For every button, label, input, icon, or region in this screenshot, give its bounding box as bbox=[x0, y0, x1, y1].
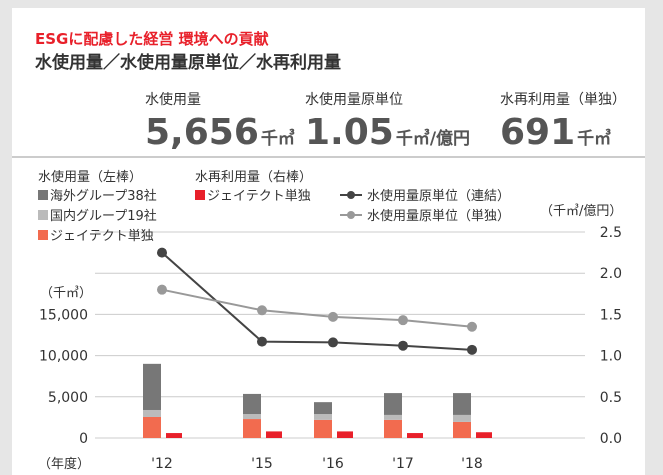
kpi-label: 水使用量 bbox=[145, 91, 201, 108]
kpi: 1.05 千㎥/億円 bbox=[305, 112, 470, 153]
bar-segment bbox=[384, 414, 402, 420]
x-axis-label: （年度） bbox=[38, 456, 90, 472]
bar-segment bbox=[384, 419, 402, 438]
y-tick-label: 0 bbox=[79, 431, 88, 447]
legend-marker bbox=[347, 191, 355, 199]
bar-segment bbox=[314, 414, 332, 420]
y2-tick-label: 1.0 bbox=[600, 349, 622, 365]
legend-label: 国内グループ19社 bbox=[50, 208, 157, 224]
kpi-label: 水再利用量（単独） bbox=[500, 92, 626, 108]
x-tick-label: '16 bbox=[322, 456, 344, 472]
line-point bbox=[328, 337, 338, 348]
legend-swatch bbox=[38, 230, 48, 240]
line-point bbox=[467, 321, 477, 332]
bar-segment bbox=[314, 402, 332, 415]
x-tick-label: '17 bbox=[392, 456, 414, 472]
legend-label: 海外グループ38社 bbox=[50, 188, 157, 204]
line-point bbox=[257, 305, 267, 316]
legend-marker bbox=[347, 211, 355, 219]
bar-segment bbox=[143, 363, 161, 410]
bar-segment bbox=[243, 414, 261, 420]
bar-segment bbox=[453, 421, 471, 438]
y-tick-label: 10,000 bbox=[39, 349, 88, 365]
kpi-value: 1.05 bbox=[305, 112, 394, 153]
kpi-value: 691 bbox=[500, 112, 575, 153]
bar-segment bbox=[243, 419, 261, 438]
y2-tick-label: 0.5 bbox=[600, 390, 622, 406]
bar bbox=[166, 433, 182, 438]
line-point bbox=[398, 315, 408, 326]
bar bbox=[337, 431, 353, 438]
bar bbox=[476, 432, 492, 438]
legend-swatch bbox=[38, 190, 48, 200]
y2-tick-label: 1.5 bbox=[600, 307, 622, 323]
kpi-unit: 千㎥ bbox=[577, 128, 611, 149]
y2-axis-label: （千㎥/億円） bbox=[540, 203, 622, 219]
legend-label: ジェイテクト単独 bbox=[50, 228, 154, 244]
bar bbox=[407, 433, 423, 438]
y-axis-label: （千㎥） bbox=[40, 286, 92, 301]
y-tick-label: 5,000 bbox=[48, 390, 88, 406]
line-point bbox=[467, 344, 477, 355]
x-tick-label: '18 bbox=[461, 456, 483, 472]
legend-label: 水使用量原単位（単独） bbox=[367, 208, 510, 224]
bar bbox=[266, 431, 282, 438]
line-point bbox=[157, 284, 167, 295]
line-point bbox=[328, 311, 338, 322]
bar-segment bbox=[243, 393, 261, 415]
bar-segment bbox=[453, 393, 471, 415]
category: ESGに配慮した経営 環境への貢献 bbox=[35, 30, 269, 48]
legend-title: 水使用量（左棒） bbox=[38, 169, 142, 185]
bar-segment bbox=[314, 419, 332, 438]
kpi: 5,656 千㎥ bbox=[145, 112, 295, 153]
line-point bbox=[398, 340, 408, 351]
bar-segment bbox=[143, 416, 161, 438]
y2-tick-label: 0.0 bbox=[600, 431, 622, 447]
legend-title: 水再利用量（右棒） bbox=[195, 170, 312, 185]
title: 水使用量／水使用量原単位／水再利用量 bbox=[35, 52, 341, 73]
kpi-value: 5,656 bbox=[145, 112, 259, 153]
line-point bbox=[157, 247, 167, 258]
legend-swatch bbox=[38, 210, 48, 220]
y-tick-label: 15,000 bbox=[39, 307, 88, 323]
bar-segment bbox=[453, 414, 471, 422]
line-point bbox=[257, 336, 267, 347]
y2-tick-label: 2.5 bbox=[600, 225, 622, 241]
legend-label: 水使用量原単位（連結） bbox=[367, 188, 510, 204]
bar-segment bbox=[384, 393, 402, 415]
legend-swatch bbox=[195, 190, 205, 200]
kpi-unit: 千㎥/億円 bbox=[396, 128, 470, 149]
y2-tick-label: 2.0 bbox=[600, 266, 622, 282]
x-tick-label: '15 bbox=[251, 456, 273, 472]
x-tick-label: '12 bbox=[151, 456, 173, 472]
bar-segment bbox=[143, 409, 161, 417]
kpi-unit: 千㎥ bbox=[261, 128, 295, 149]
legend-label: ジェイテクト単独 bbox=[207, 188, 311, 204]
kpi: 691 千㎥ bbox=[500, 112, 611, 153]
kpi-label: 水使用量原単位 bbox=[305, 91, 403, 108]
